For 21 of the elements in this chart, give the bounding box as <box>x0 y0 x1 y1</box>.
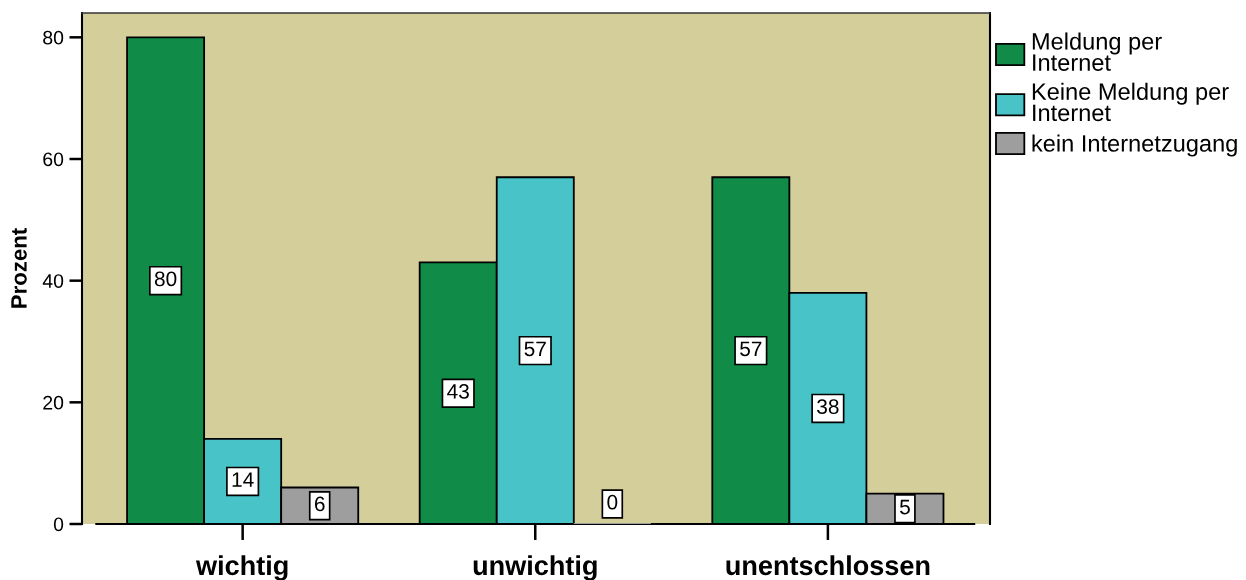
data-label: 6 <box>314 496 325 512</box>
y-tick-label: 20 <box>43 395 64 410</box>
legend-label: kein Internetzugang <box>1032 134 1237 157</box>
y-tick-label: 0 <box>53 517 64 532</box>
data-label: 0 <box>607 494 618 510</box>
data-label: 57 <box>524 341 546 357</box>
y-tick-label: 60 <box>43 152 64 167</box>
data-label: 57 <box>740 341 762 357</box>
data-label: 5 <box>899 499 910 515</box>
y-tick-label: 40 <box>42 274 64 288</box>
x-tick-label: wichtig <box>195 555 288 580</box>
data-label: 14 <box>232 472 254 487</box>
y-tick-label: 80 <box>43 30 64 45</box>
legend-label: Meldung per Internet <box>1032 32 1162 71</box>
y-axis-title: Prozent <box>11 228 27 308</box>
legend-label: Keine Meldung per Internet <box>1032 82 1229 122</box>
data-label: 38 <box>817 399 839 415</box>
x-tick-label: unwichtig <box>473 555 597 580</box>
data-label: 43 <box>447 384 469 399</box>
data-label: 80 <box>154 271 177 287</box>
x-tick-label: unentschlossen <box>726 555 930 576</box>
